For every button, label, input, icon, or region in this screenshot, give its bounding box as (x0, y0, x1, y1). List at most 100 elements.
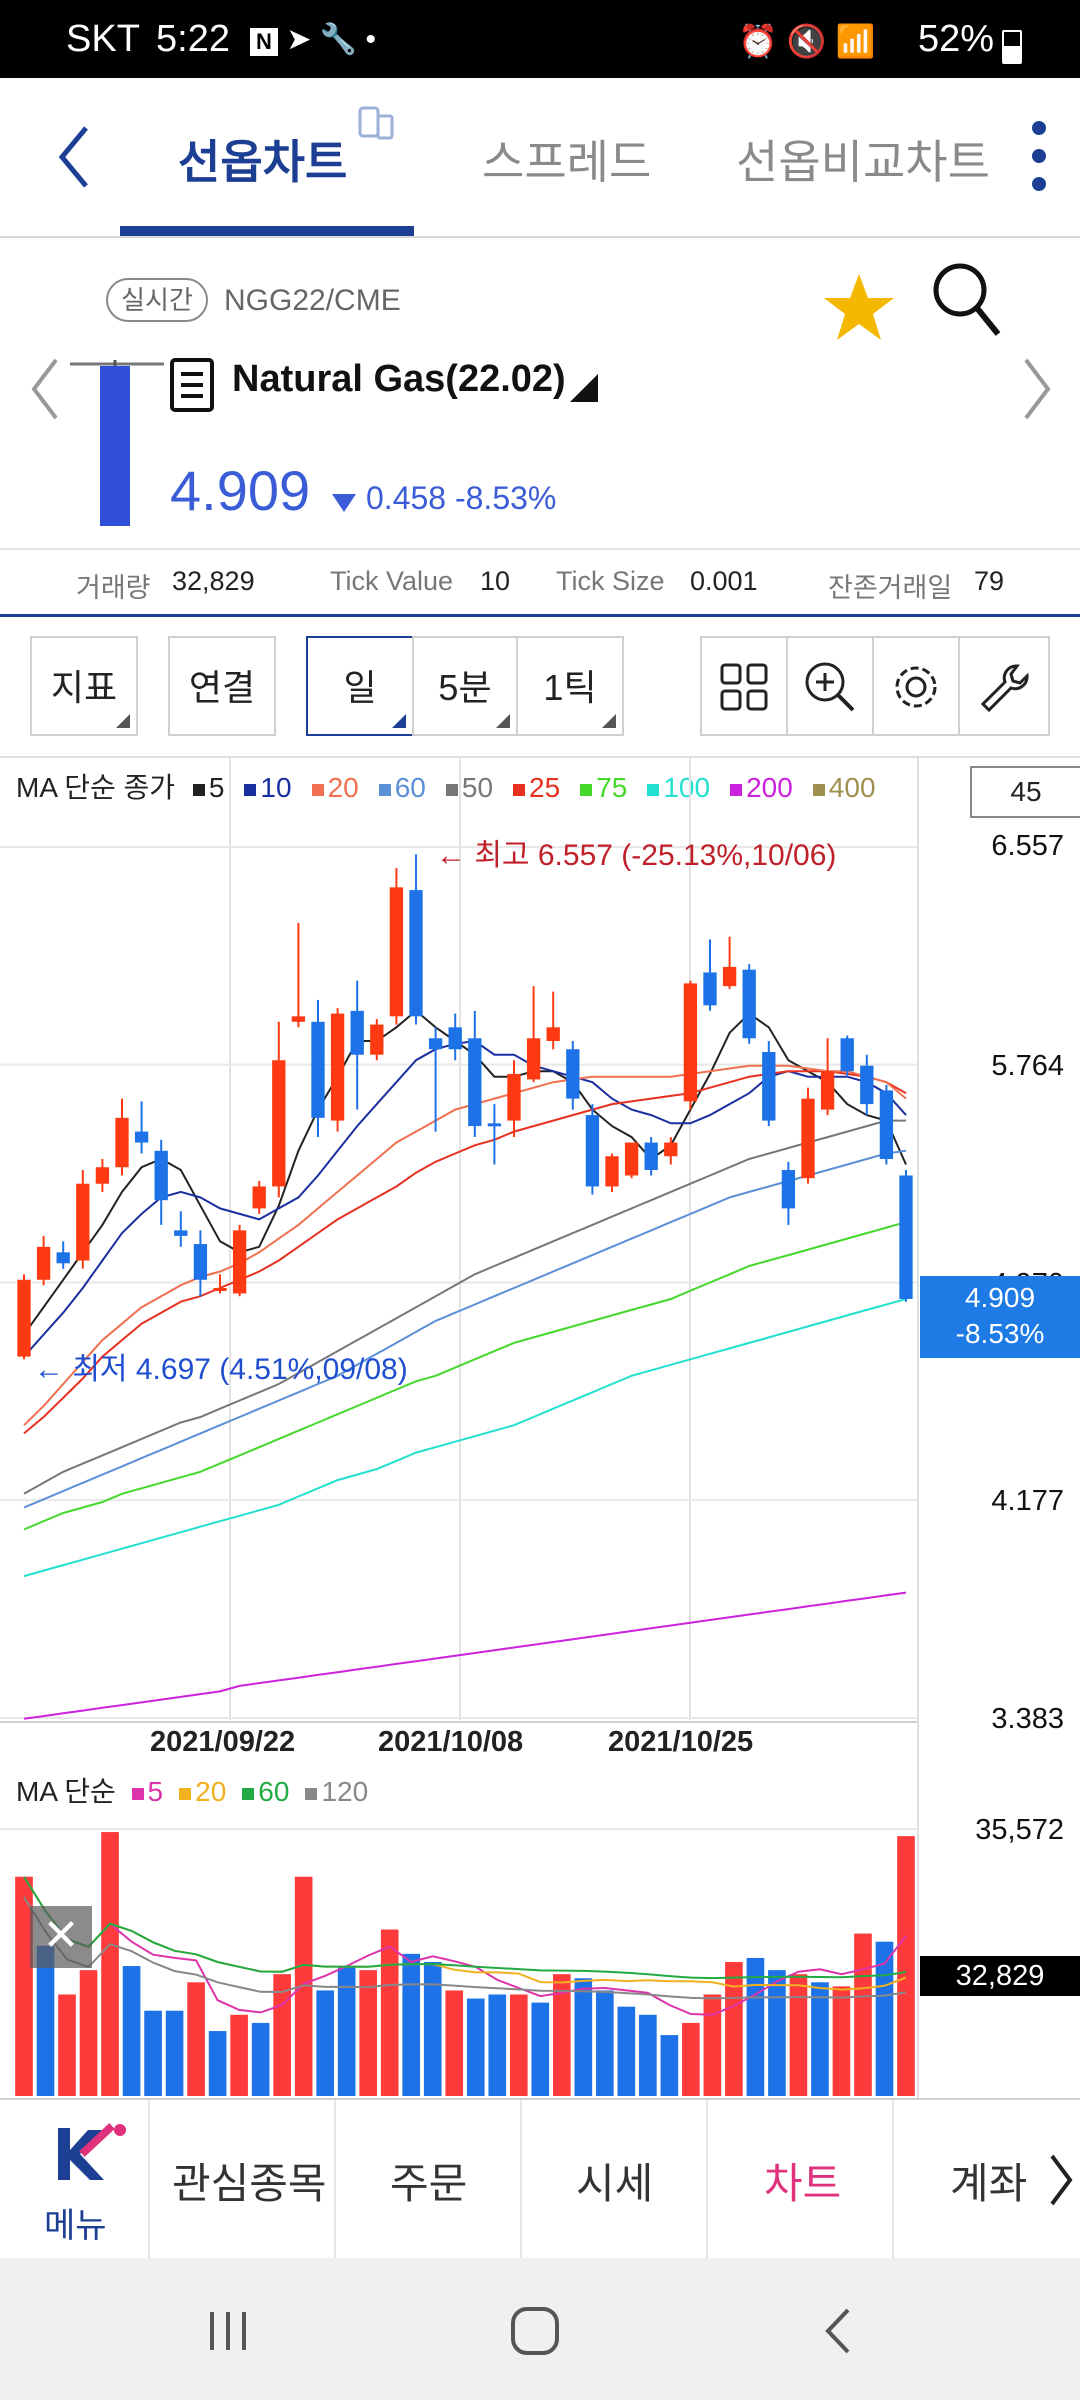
candle (644, 1142, 658, 1170)
home-icon[interactable] (508, 2304, 564, 2360)
volume-bar (875, 1941, 894, 2096)
candle (742, 969, 756, 1039)
product-name[interactable]: Natural Gas(22.02) (232, 358, 566, 400)
link-button[interactable]: 연결 (168, 636, 276, 736)
volume-bar (58, 1994, 76, 2096)
wifi-icon: 📶 (835, 23, 876, 59)
candle (115, 1117, 129, 1168)
volume-legend-item-20: 20 (179, 1776, 234, 1807)
volume-bar (230, 2014, 248, 2096)
volume-bar (445, 1990, 464, 2096)
ma-legend-item-100: 100 (647, 772, 720, 803)
tab-spread[interactable]: 스프레드 (482, 136, 652, 188)
nav-quote[interactable]: 시세 (576, 2160, 654, 2207)
indicator-button[interactable]: 지표 (30, 636, 138, 736)
change-value: 0.458 (366, 480, 447, 516)
volume-bar (897, 1836, 915, 2096)
volume-bar (660, 2035, 679, 2096)
menu-label: 메뉴 (44, 2207, 107, 2245)
favorite-star-icon[interactable] (822, 270, 896, 344)
candle (36, 1246, 51, 1280)
nav-chart[interactable]: 차트 (764, 2160, 842, 2207)
legend-swatch (378, 783, 391, 796)
candle (762, 1051, 776, 1121)
app-header: 선옵차트 스프레드 선옵비교차트 (0, 78, 1080, 238)
layout-grid-button[interactable] (700, 636, 788, 736)
volume-bar (294, 1876, 313, 2096)
zoom-button[interactable] (786, 636, 874, 736)
bottom-navigation: 메뉴 관심종목 주문 시세 차트 계좌 (0, 2098, 1080, 2260)
legend-swatch (179, 1787, 192, 1800)
search-icon[interactable] (928, 258, 1004, 342)
legend-swatch (192, 783, 205, 796)
recent-apps-icon[interactable] (206, 2306, 256, 2356)
nav-watchlist[interactable]: 관심종목 (172, 2160, 327, 2207)
x-tick-label: 2021/10/08 (378, 1726, 524, 1758)
settings-button[interactable] (872, 636, 960, 736)
x-tick-label: 2021/09/22 (150, 1726, 296, 1758)
tab-futures-chart[interactable]: 선옵차트 (178, 136, 348, 188)
ma-line-20 (23, 1064, 907, 1426)
legend-label: 25 (529, 772, 561, 803)
candle (722, 966, 737, 987)
volume-bar (768, 1970, 786, 2096)
candle (801, 1098, 815, 1179)
period-day-button[interactable]: 일 (306, 636, 414, 736)
next-product-icon[interactable] (1018, 354, 1058, 424)
clock: 5:22 (156, 18, 230, 60)
system-back-icon[interactable] (818, 2306, 858, 2356)
legend-label: 200 (746, 772, 793, 803)
system-status-icons: ⏰ 🔇 📶 (738, 22, 875, 60)
dropdown-triangle-icon[interactable] (568, 372, 600, 404)
y-tick-label: 5.764 (991, 1050, 1064, 1082)
volume-bar (402, 1953, 421, 2096)
legend-label: 20 (195, 1776, 227, 1807)
five-min-label: 5분 (438, 667, 492, 708)
volume-bar (746, 1957, 765, 2096)
candle (95, 1167, 110, 1184)
candle (311, 1021, 325, 1118)
tools-button[interactable] (958, 636, 1050, 736)
volume-bar (423, 1962, 442, 2096)
y-tick-label: 3.383 (991, 1703, 1064, 1735)
x-tick-label: 2021/10/25 (608, 1726, 754, 1758)
grid-icon (720, 663, 768, 711)
volume-bar (251, 2022, 270, 2096)
candle (448, 1027, 462, 1050)
volume-bar (703, 1994, 722, 2096)
candle (56, 1252, 70, 1264)
menu-button[interactable]: 메뉴 (40, 2118, 150, 2248)
tab-compare-chart[interactable]: 선옵비교차트 (736, 136, 990, 188)
candle (879, 1090, 894, 1160)
price-chart[interactable] (0, 756, 1080, 2098)
one-tick-label: 1틱 (543, 667, 597, 708)
tick-size: 0.001 (690, 566, 758, 596)
period-5min-button[interactable]: 5분 (412, 636, 518, 736)
ma-line-75 (23, 1221, 907, 1531)
document-list-icon[interactable] (168, 358, 220, 414)
period-1tick-button[interactable]: 1틱 (516, 636, 624, 736)
nav-order[interactable]: 주문 (390, 2160, 468, 2207)
info-row: 거래량 32,829 Tick Value 10 Tick Size 0.001… (0, 550, 1080, 617)
volume-bar (639, 2014, 657, 2096)
close-overlay-button[interactable]: ✕ (30, 1906, 92, 1968)
day-label: 일 (343, 667, 377, 708)
volume-bar (79, 1970, 98, 2096)
ma-legend-item-400: 400 (812, 772, 886, 803)
candle (526, 1038, 541, 1080)
volume-bar (811, 1982, 829, 2096)
nav-account[interactable]: 계좌 (950, 2160, 1028, 2207)
alarm-icon: ⏰ (738, 23, 778, 59)
prev-product-icon[interactable] (24, 354, 64, 424)
legend-label: 20 (327, 772, 359, 803)
ma-period-box[interactable]: 45 (970, 766, 1080, 818)
back-arrow-icon[interactable] (54, 122, 94, 192)
legend-label: 120 (321, 1776, 369, 1807)
zoom-in-icon (805, 662, 855, 712)
nav-more-arrow-icon[interactable] (1046, 2152, 1076, 2208)
more-vertical-icon[interactable] (1024, 116, 1054, 196)
legend-label: 60 (258, 1776, 290, 1807)
volume-bar (488, 1994, 507, 2096)
ma-legend-item-200: 200 (730, 772, 803, 803)
candle (154, 1150, 168, 1201)
